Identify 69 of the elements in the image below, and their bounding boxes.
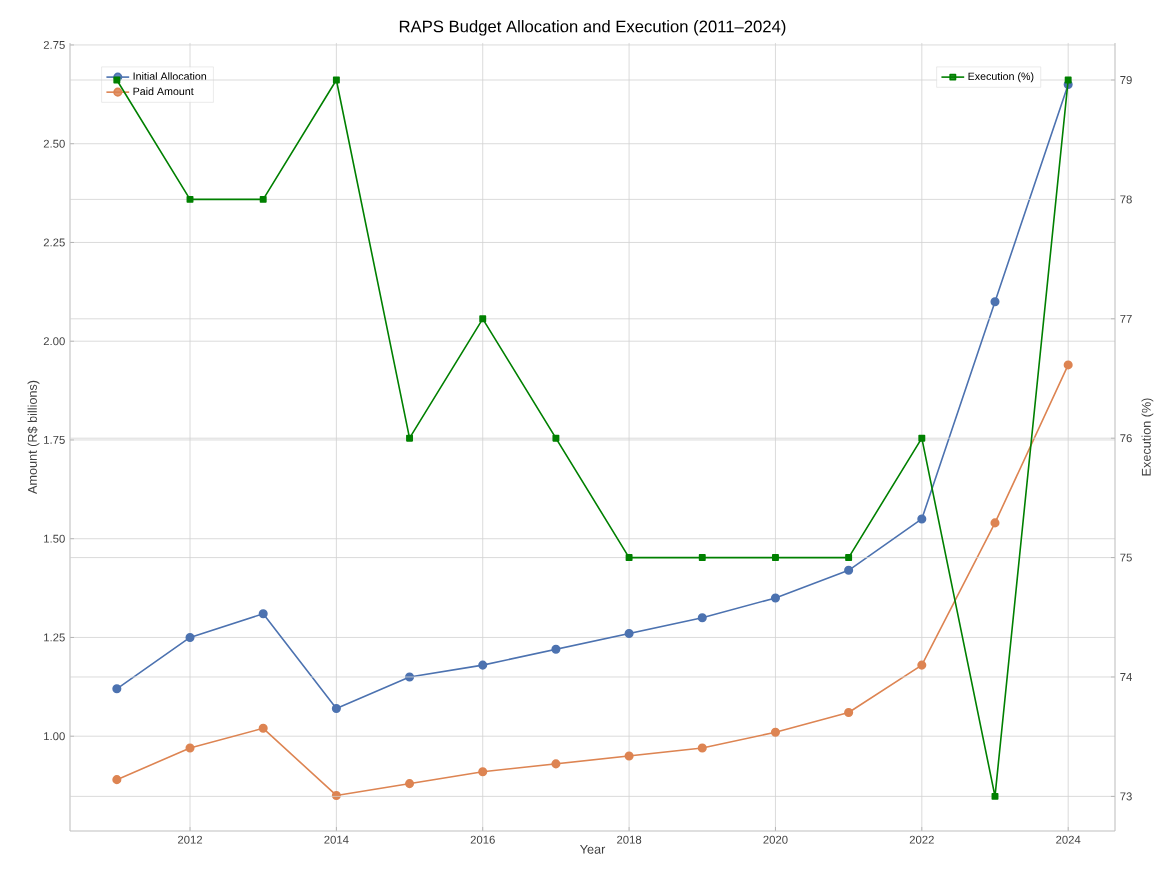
y-tick-label: 1.75 [44, 436, 65, 444]
y2-tick-label: 74 [1120, 673, 1132, 681]
x-axis-title: Year [579, 844, 606, 854]
y-tick-label: 2.50 [43, 139, 65, 148]
y-axis-title: Amount (R$ billions) [27, 380, 40, 494]
y-tick-label: 1.50 [44, 534, 65, 543]
point [332, 76, 340, 84]
point [478, 660, 488, 670]
point [624, 628, 634, 639]
point [845, 554, 853, 562]
point [479, 315, 487, 323]
x-tick-label: 2020 [763, 835, 788, 844]
x-tick-label: 2016 [470, 835, 495, 844]
point [186, 195, 194, 203]
point [112, 775, 122, 785]
y2-axis-title: Execution (%) [1141, 398, 1154, 476]
y-tick-label: 2.00 [43, 337, 65, 346]
point [770, 727, 780, 737]
y-tick-label: 1.00 [44, 732, 65, 741]
point [990, 297, 1000, 307]
point [771, 554, 779, 562]
point [697, 613, 707, 623]
point [478, 767, 488, 777]
point [331, 704, 341, 714]
point [552, 434, 560, 442]
point [258, 723, 268, 733]
point [406, 434, 414, 442]
legend-label: Execution (%) [968, 72, 1034, 83]
point [990, 518, 1000, 528]
y-tick-label: 1.25 [44, 633, 65, 642]
point [844, 565, 854, 575]
point [844, 707, 854, 718]
legend-label: Initial Allocation [133, 72, 207, 81]
y2-tick-label: 76 [1120, 434, 1132, 443]
point [112, 684, 122, 694]
point [697, 743, 707, 753]
point [1064, 76, 1072, 84]
y-tick-label: 2.25 [43, 238, 65, 247]
y2-tick-label: 78 [1120, 195, 1132, 204]
point [259, 195, 267, 203]
point [624, 751, 634, 761]
point [991, 792, 999, 800]
legend-label: Paid Amount [133, 87, 194, 96]
point [625, 554, 633, 562]
y2-tick-label: 79 [1120, 76, 1132, 85]
x-tick-label: 2014 [324, 835, 349, 844]
y2-tick-label: 75 [1120, 553, 1132, 562]
point [918, 434, 926, 442]
point [258, 609, 268, 619]
point [698, 554, 706, 562]
y2-tick-label: 77 [1120, 314, 1132, 323]
point [551, 759, 561, 769]
point [770, 593, 780, 603]
y-tick-label: 2.75 [43, 40, 65, 49]
y2-tick-label: 73 [1120, 792, 1132, 801]
point [185, 632, 195, 642]
x-tick-label: 2012 [177, 835, 203, 844]
point [917, 660, 927, 670]
x-tick-label: 2018 [617, 835, 642, 844]
point [185, 743, 195, 753]
point [113, 76, 121, 84]
point [917, 514, 927, 524]
point [1063, 360, 1073, 370]
point [331, 790, 341, 800]
point [405, 779, 415, 789]
point [551, 644, 561, 654]
chart-title: RAPS Budget Allocation and Execution (2011–2024) [399, 20, 786, 36]
x-tick-label: 2022 [909, 835, 934, 844]
x-tick-label: 2024 [1056, 835, 1081, 844]
